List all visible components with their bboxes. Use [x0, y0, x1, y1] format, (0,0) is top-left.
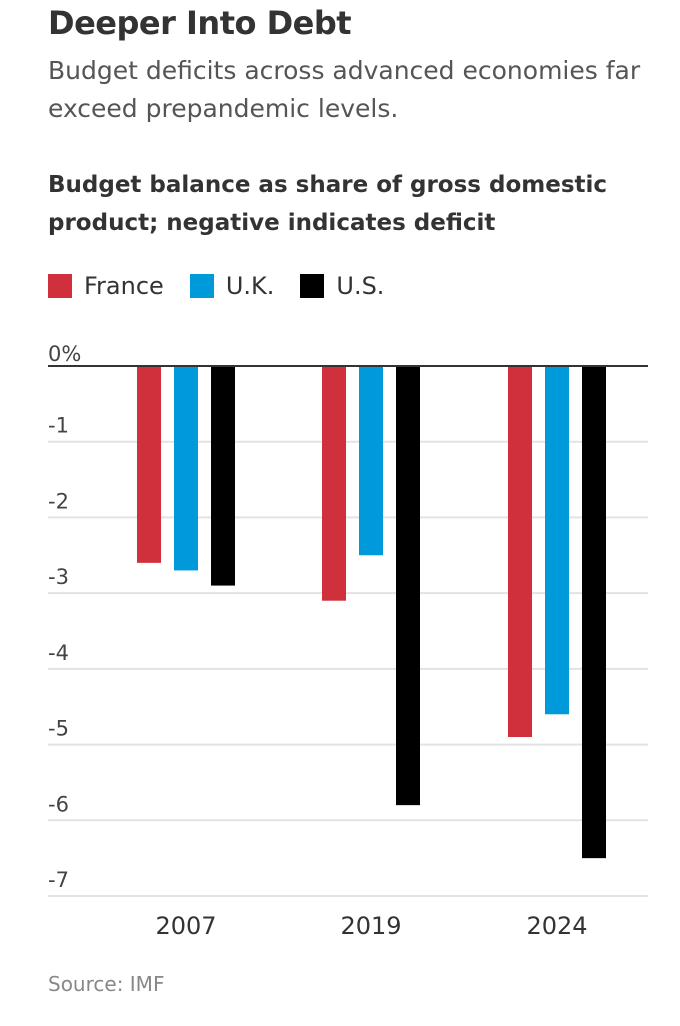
bar-uk-2024 — [545, 366, 569, 715]
legend-swatch — [300, 274, 325, 298]
legend-label: U.K. — [225, 272, 275, 300]
y-tick-label: -7 — [48, 868, 69, 892]
y-axis-label: Budget balance as share of gross domesti… — [48, 172, 608, 236]
x-tick-label: 2019 — [340, 912, 401, 940]
bar-france-2024 — [508, 366, 532, 737]
y-tick-label: 0% — [48, 342, 81, 366]
legend-item: U.K. — [189, 272, 275, 300]
y-tick-label: -1 — [48, 414, 69, 438]
bar-us-2007 — [211, 366, 235, 586]
legend-label: France — [84, 272, 164, 300]
bar-france-2019 — [322, 366, 346, 601]
chart-title: Deeper Into Debt — [48, 4, 352, 42]
bar-us-2019 — [396, 366, 420, 806]
y-tick-label: -6 — [48, 792, 69, 816]
legend-item: France — [48, 272, 164, 300]
y-tick-label: -2 — [48, 489, 69, 513]
legend-label: U.S. — [336, 272, 385, 300]
source-note: Source: IMF — [48, 972, 165, 996]
bar-uk-2007 — [174, 366, 198, 571]
bar-uk-2019 — [359, 366, 383, 556]
y-tick-label: -4 — [48, 641, 69, 665]
chart-subtitle: Budget deficits across advanced economie… — [48, 56, 641, 123]
x-tick-label: 2007 — [155, 912, 216, 940]
x-tick-label: 2024 — [526, 912, 587, 940]
legend-item: U.S. — [300, 272, 384, 300]
y-tick-label: -5 — [48, 717, 69, 741]
y-tick-label: -3 — [48, 565, 69, 589]
bar-france-2007 — [137, 366, 161, 563]
legend-swatch — [48, 274, 72, 298]
legend: France U.K. U.S. — [48, 272, 410, 300]
legend-swatch — [189, 274, 214, 298]
bar-us-2024 — [582, 366, 606, 859]
